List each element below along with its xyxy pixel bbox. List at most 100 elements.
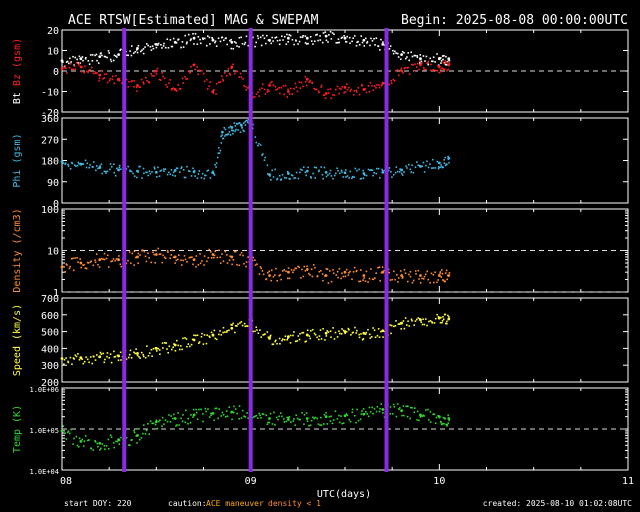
data-point-bt — [287, 36, 290, 40]
data-point-bt — [109, 58, 112, 61]
data-point-phi — [225, 133, 227, 136]
data-point-density — [139, 254, 141, 256]
data-point-temp — [274, 424, 276, 426]
data-point-temp — [236, 412, 239, 415]
data-point-speed — [338, 330, 340, 333]
data-point-speed — [390, 324, 393, 327]
data-point-phi — [419, 165, 422, 168]
data-point-speed — [259, 329, 261, 331]
data-point-bt — [319, 39, 322, 41]
data-point-speed — [104, 358, 106, 361]
data-point-temp — [62, 425, 65, 427]
data-point-phi — [425, 164, 427, 167]
data-point-phi — [302, 166, 305, 169]
data-point-phi — [304, 171, 307, 174]
data-point-bt — [60, 59, 64, 63]
data-point-density — [397, 281, 399, 283]
data-point-density — [260, 267, 263, 270]
data-point-bt — [79, 57, 83, 61]
data-point-phi — [254, 136, 257, 138]
data-point-phi — [426, 160, 428, 163]
data-point-density — [293, 269, 295, 271]
data-point-bt — [130, 45, 133, 47]
data-point-speed — [318, 338, 320, 341]
data-point-density — [283, 269, 286, 271]
data-point-bz — [294, 82, 297, 85]
x-tick-label: 08 — [60, 476, 72, 487]
data-point-phi — [283, 176, 286, 179]
data-point-bt — [432, 60, 434, 63]
data-point-speed — [219, 330, 221, 332]
data-point-bt — [355, 44, 358, 47]
data-point-bt — [252, 36, 254, 39]
data-point-bt — [117, 53, 120, 56]
data-point-phi — [287, 172, 290, 175]
data-point-temp — [73, 437, 75, 440]
data-point-bz — [271, 80, 273, 83]
data-point-phi — [103, 170, 106, 173]
data-point-phi — [259, 144, 262, 146]
data-point-speed — [222, 326, 225, 329]
data-point-bt — [65, 61, 68, 63]
data-point-bt — [345, 41, 348, 43]
data-point-bz — [229, 73, 232, 76]
data-point-bt — [94, 54, 96, 57]
data-point-speed — [255, 326, 258, 329]
data-point-bz — [414, 63, 416, 65]
created-timestamp: created: 2025-08-10 01:02:08UTC — [483, 499, 632, 508]
data-point-bt — [442, 58, 444, 61]
data-point-speed — [441, 321, 443, 324]
data-point-bt — [256, 35, 259, 37]
data-point-speed — [187, 343, 190, 345]
data-point-density — [306, 265, 308, 268]
data-point-speed — [102, 352, 104, 355]
data-point-temp — [368, 406, 371, 409]
data-point-bz — [115, 74, 117, 77]
y-tick-label: 200 — [41, 378, 59, 389]
data-point-density — [393, 270, 395, 273]
data-point-bz — [287, 90, 290, 93]
data-point-bz — [243, 85, 245, 87]
data-point-temp — [331, 422, 334, 425]
data-point-bz — [197, 73, 200, 76]
data-point-density — [206, 260, 208, 263]
data-point-bz — [108, 79, 111, 82]
data-point-temp — [316, 417, 319, 420]
data-point-phi — [365, 174, 368, 177]
data-point-temp — [230, 410, 234, 414]
data-point-temp — [151, 422, 153, 425]
data-point-phi — [345, 176, 347, 178]
data-point-density — [436, 281, 438, 284]
data-point-bt — [197, 36, 200, 38]
data-point-bt — [145, 43, 148, 45]
data-point-speed — [71, 363, 73, 366]
data-point-phi — [373, 171, 375, 174]
data-point-density — [441, 269, 443, 271]
data-point-density — [348, 271, 350, 274]
data-point-phi — [391, 176, 393, 178]
data-point-bz — [444, 60, 446, 62]
data-point-density — [188, 256, 191, 259]
data-point-density — [270, 279, 273, 282]
data-point-speed — [114, 355, 117, 358]
data-point-bz — [217, 81, 220, 84]
data-point-phi — [190, 175, 193, 177]
data-point-density — [219, 262, 222, 264]
data-point-bt — [91, 59, 94, 62]
data-point-bz — [178, 88, 181, 90]
data-point-phi — [448, 161, 450, 164]
data-point-speed — [136, 354, 139, 357]
data-point-density — [111, 260, 114, 262]
data-point-temp — [433, 413, 436, 416]
data-point-phi — [429, 163, 431, 165]
y-tick-label: 360 — [41, 114, 59, 125]
data-point-density — [338, 268, 341, 270]
data-point-bz — [444, 62, 447, 64]
data-point-density — [228, 259, 231, 262]
data-point-bz — [300, 81, 303, 84]
data-point-phi — [230, 126, 234, 129]
data-point-bt — [160, 43, 162, 46]
data-point-phi — [173, 169, 177, 172]
data-point-temp — [341, 422, 343, 425]
data-point-phi — [261, 154, 263, 157]
